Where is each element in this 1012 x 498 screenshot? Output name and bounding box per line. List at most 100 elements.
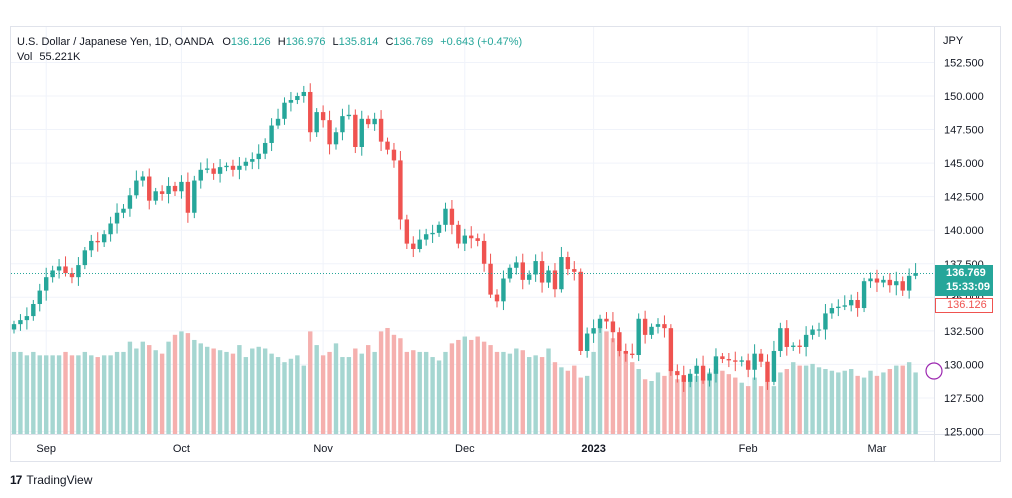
volume-bar: [423, 351, 429, 434]
volume-bar: [887, 369, 893, 434]
candle-body: [791, 345, 796, 347]
volume-bar: [900, 365, 905, 434]
candle-body: [881, 279, 886, 283]
volume-bar: [771, 386, 777, 434]
last-price-tag: 136.769 15:33:09: [935, 265, 993, 296]
symbol-title[interactable]: U.S. Dollar / Japanese Yen, 1D, OANDA: [17, 36, 214, 48]
volume-bar: [739, 382, 744, 434]
x-tick-label: Dec: [455, 443, 475, 455]
candle-body: [295, 96, 300, 101]
candle-body: [797, 345, 802, 347]
candle-body: [462, 235, 467, 244]
candle-body: [488, 263, 493, 295]
volume-bar: [198, 343, 203, 434]
volume-bar: [726, 374, 732, 434]
candle-body: [784, 328, 789, 347]
candle-body: [688, 373, 693, 382]
event-marker-icon[interactable]: [925, 362, 943, 380]
candle-body: [861, 281, 867, 309]
candle-body: [514, 262, 519, 268]
volume-bar: [829, 370, 835, 434]
candle-body: [906, 275, 912, 291]
volume-bar: [378, 331, 384, 434]
volume-bar: [733, 377, 738, 434]
candle-body: [372, 118, 377, 125]
volume-bar: [436, 360, 442, 434]
candle-body: [430, 232, 435, 235]
candle-body: [552, 270, 558, 290]
y-tick-label: 145.000: [944, 158, 984, 170]
open-price-tag: 136.126: [935, 298, 993, 313]
volume-bar: [18, 351, 23, 434]
candle-body: [752, 353, 757, 370]
volume-bar: [172, 334, 178, 434]
candle-body: [127, 195, 133, 209]
volume-bar: [56, 355, 62, 434]
candle-body: [56, 266, 62, 271]
volume-bar: [443, 351, 448, 434]
volume-bar: [404, 351, 410, 434]
volume-bar: [559, 367, 564, 434]
volume-bar: [842, 370, 847, 434]
candle-body: [11, 324, 17, 330]
y-tick-label: 147.500: [944, 125, 984, 137]
volume-bar: [765, 380, 770, 434]
candle-body: [520, 262, 525, 280]
volume-bar: [906, 362, 912, 434]
candle-body: [668, 328, 674, 372]
candle-body: [894, 281, 899, 286]
candle-body: [617, 332, 622, 351]
volume-bar: [95, 357, 100, 434]
volume-bar: [295, 355, 300, 434]
candle-body: [597, 318, 603, 329]
low-label: L: [332, 36, 339, 48]
candle-body: [340, 116, 345, 133]
change-value: +0.643 (+0.47%): [440, 36, 523, 48]
candle-body: [584, 333, 590, 351]
volume-bar: [874, 375, 880, 434]
candle-body: [275, 118, 281, 126]
volume-label[interactable]: Vol: [17, 51, 33, 63]
volume-bar: [37, 355, 42, 434]
volume-bar: [301, 365, 306, 434]
x-tick-label: 2023: [581, 443, 605, 455]
candle-body: [224, 165, 229, 168]
volume-bar: [166, 341, 171, 434]
candle-body: [140, 176, 145, 181]
y-tick-label: 127.500: [944, 393, 984, 405]
volume-bar: [630, 362, 635, 434]
volume-bar: [31, 351, 36, 434]
candle-body: [591, 328, 596, 334]
volume-bar: [114, 351, 120, 434]
volume-bar: [694, 375, 699, 434]
volume-bars: [11, 327, 918, 434]
volume-bar: [340, 357, 345, 434]
candle-body: [720, 356, 725, 360]
volume-bar: [881, 372, 886, 434]
price-axis: 152.500 150.000 147.500 145.000 142.500 140.0…: [944, 57, 984, 438]
candle-body: [250, 159, 255, 162]
volume-bar: [720, 370, 725, 434]
volume-bar: [185, 333, 191, 434]
volume-bar: [565, 370, 571, 434]
volume-bar: [623, 351, 628, 434]
candle-body: [108, 223, 113, 235]
volume-bar: [861, 377, 867, 434]
volume-bar: [314, 345, 319, 434]
volume-bar: [108, 355, 113, 434]
candle-body: [900, 281, 905, 291]
candle-body: [829, 308, 835, 314]
candle-body: [385, 141, 390, 150]
volume-bar: [778, 372, 783, 434]
tradingview-brand[interactable]: 17 TradingView: [10, 473, 92, 487]
volume-bar: [76, 355, 81, 434]
volume-bar: [823, 369, 828, 434]
volume-bar: [288, 358, 294, 434]
volume-bar: [494, 351, 500, 434]
volume-bar: [24, 355, 30, 434]
candle-body: [546, 270, 551, 283]
volume-bar: [82, 351, 88, 434]
volume-bar: [868, 370, 873, 434]
candle-body: [675, 371, 680, 376]
